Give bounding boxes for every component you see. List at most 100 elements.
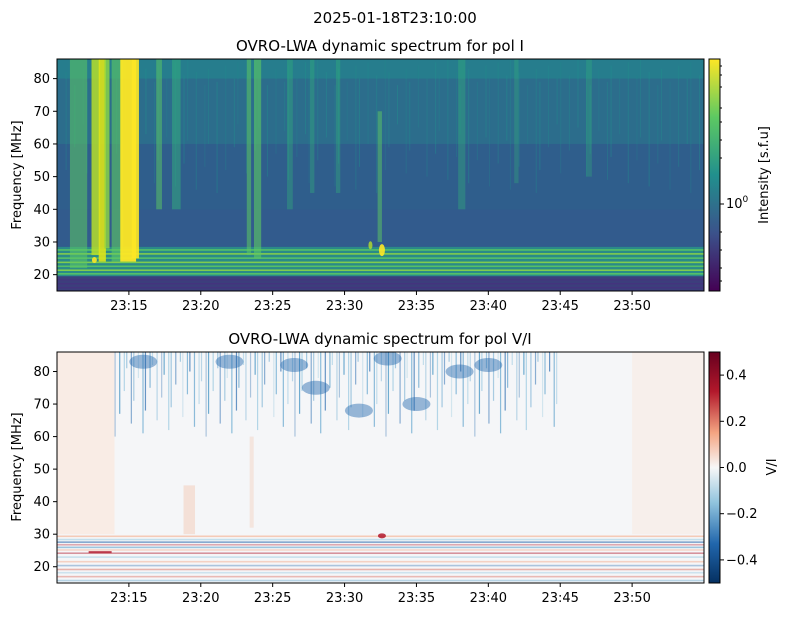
x-tick-label: 23:20 — [182, 299, 219, 314]
panel1-title: OVRO-LWA dynamic spectrum for pol I — [236, 37, 524, 55]
vertical-texture — [154, 81, 156, 184]
vertical-texture — [485, 65, 487, 138]
vertical-texture — [476, 81, 478, 161]
negative-streak — [268, 352, 270, 362]
x-tick-label: 23:35 — [398, 299, 435, 314]
negative-cluster — [344, 403, 373, 418]
x-tick-label: 23:25 — [254, 591, 291, 606]
negative-streak — [151, 352, 154, 366]
negative-streak — [504, 352, 506, 411]
type-iii-burst — [172, 59, 181, 210]
vertical-texture — [317, 59, 319, 161]
rfi-streak — [57, 265, 704, 268]
vertical-texture — [648, 72, 650, 187]
negative-streak — [317, 352, 319, 379]
negative-cluster — [445, 364, 474, 379]
rfi-stripe — [57, 571, 704, 574]
negative-streak — [460, 352, 462, 372]
negative-streak — [387, 352, 390, 414]
vertical-texture — [619, 78, 621, 135]
negative-streak — [170, 352, 172, 408]
x-tick-label: 23:50 — [613, 299, 650, 314]
negative-streak — [369, 352, 371, 372]
negative-streak — [338, 352, 341, 398]
negative-streak — [534, 352, 537, 385]
negative-streak — [392, 352, 394, 392]
vertical-texture — [183, 75, 185, 164]
negative-streak — [499, 352, 502, 434]
type-iii-burst — [253, 59, 262, 259]
vertical-texture — [195, 72, 197, 190]
type-iii-burst — [310, 59, 315, 193]
rfi-stripe — [57, 538, 704, 541]
vertical-texture — [426, 78, 428, 177]
negative-streak — [556, 352, 558, 405]
vertical-texture — [455, 72, 457, 158]
negative-streak — [518, 352, 520, 398]
negative-streak — [331, 352, 333, 366]
negative-streak — [231, 352, 233, 434]
vertical-texture — [657, 85, 659, 164]
negative-cluster — [280, 358, 309, 373]
panel2-colorbar — [708, 351, 721, 584]
negative-streak — [156, 352, 158, 421]
vertical-texture — [577, 59, 579, 128]
vertical-texture — [376, 75, 378, 193]
negative-streak — [350, 352, 352, 408]
negative-streak — [217, 352, 219, 369]
rfi-stripe — [57, 543, 704, 546]
negative-streak — [142, 352, 144, 434]
negative-streak — [306, 352, 308, 369]
y-tick-label: 50 — [33, 463, 50, 478]
rfi-stripe — [57, 560, 704, 563]
negative-streak — [198, 352, 200, 405]
negative-streak — [291, 352, 294, 382]
rfi-streak — [57, 269, 704, 272]
vertical-texture — [535, 68, 537, 193]
vertical-texture — [489, 78, 491, 187]
vertical-texture — [266, 85, 268, 177]
x-tick-label: 23:30 — [326, 299, 363, 314]
y-tick-label: 70 — [33, 105, 50, 120]
panel2-colorbar-ticks: −0.4 −0.2 0.0 0.2 0.4 — [720, 369, 758, 568]
type-iii-burst — [335, 59, 341, 193]
negative-streak — [511, 352, 513, 366]
vertical-texture — [358, 78, 360, 167]
negative-streak — [366, 352, 368, 395]
top-band — [57, 59, 704, 79]
panel2-y-label: Frequency [MHz] — [10, 412, 25, 521]
burst-blob — [368, 241, 373, 250]
negative-streak — [425, 352, 427, 421]
type-iii-burst — [586, 59, 592, 177]
negative-streak — [418, 352, 420, 388]
negative-cluster — [215, 354, 244, 369]
vertical-texture — [586, 72, 588, 177]
rfi-stripe — [57, 556, 704, 558]
rfi-stripe — [57, 575, 704, 578]
negative-streak — [343, 352, 345, 375]
type-iii-burst — [104, 59, 110, 249]
vertical-texture — [518, 72, 520, 167]
x-tick-label: 23:30 — [326, 591, 363, 606]
vertical-texture — [204, 85, 206, 167]
vertical-texture — [355, 65, 357, 190]
vertical-texture — [610, 65, 612, 158]
vertical-texture — [435, 62, 437, 154]
vertical-texture — [145, 68, 147, 135]
negative-streak — [245, 352, 247, 421]
panel1-y-axis: 20 30 40 50 60 70 80 — [33, 72, 57, 283]
negative-streak — [280, 352, 282, 372]
vertical-texture — [468, 68, 470, 184]
panel1-y-label: Frequency [MHz] — [10, 120, 25, 229]
x-tick-label: 23:50 — [613, 591, 650, 606]
negative-streak — [355, 352, 357, 385]
negative-streak — [226, 352, 228, 379]
vertical-texture — [660, 68, 662, 141]
negative-streak — [186, 352, 189, 395]
negative-streak — [380, 352, 382, 382]
x-tick-label: 23:35 — [398, 591, 435, 606]
panel2-plot-area — [57, 352, 704, 583]
negative-streak — [256, 352, 259, 431]
negative-streak — [411, 352, 413, 434]
